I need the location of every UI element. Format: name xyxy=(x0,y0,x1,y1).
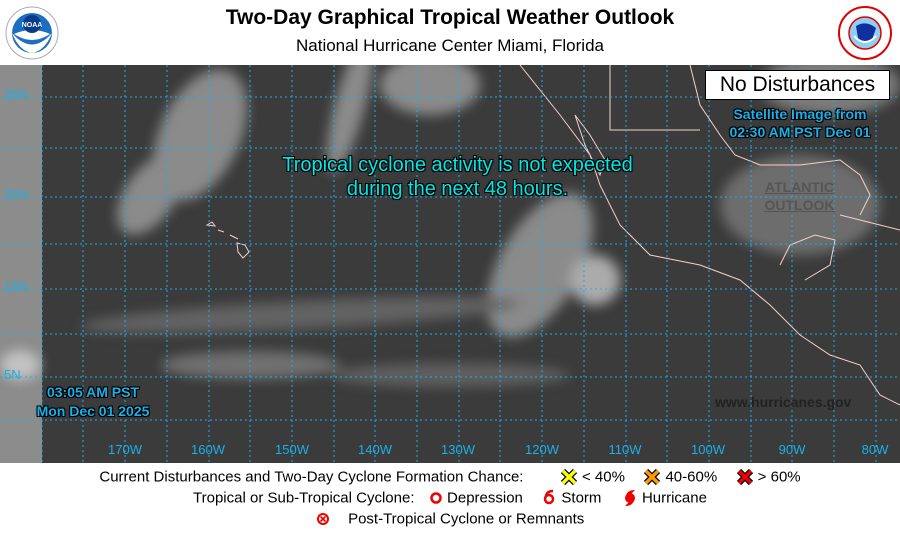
lon-label-90w: 90W xyxy=(778,442,806,457)
legend-low-chance: < 40% xyxy=(581,468,625,486)
noaa-logo: NOAA xyxy=(5,6,59,60)
red-x-icon xyxy=(736,468,753,486)
atlantic-line-2: OUTLOOK xyxy=(764,197,835,213)
legend-depression: Depression xyxy=(447,489,523,507)
lon-label-160w: 160W xyxy=(191,442,225,457)
outlook-message: Tropical cyclone activity is not expecte… xyxy=(250,153,665,201)
lat-label-5n: 5N xyxy=(4,367,21,382)
yellow-x-icon xyxy=(560,468,577,486)
atlantic-line-1: ATLANTIC xyxy=(765,179,834,195)
satellite-imagery xyxy=(0,65,900,463)
header: NOAA Two-Day Graphical Tropical Weather … xyxy=(0,0,900,65)
lon-label-170w: 170W xyxy=(108,442,142,457)
legend-disturbance-label: Current Disturbances and Two-Day Cyclone… xyxy=(99,468,524,486)
legend-post-tropical: Post-Tropical Cyclone or Remnants xyxy=(348,510,585,528)
legend-row-cyclones: Tropical or Sub-Tropical Cyclone: Depres… xyxy=(0,489,900,507)
off-disk-strip xyxy=(0,65,42,463)
storm-icon xyxy=(543,489,555,505)
atlantic-outlook-link[interactable]: ATLANTIC OUTLOOK xyxy=(752,178,847,214)
satellite-map: 35N 25N 15N 5N 170W 160W 150W 140W 130W … xyxy=(0,65,900,463)
lon-label-120w: 120W xyxy=(525,442,559,457)
legend-high-chance: > 60% xyxy=(757,468,801,486)
coastlines xyxy=(205,65,900,406)
orange-x-icon xyxy=(644,468,661,486)
website-watermark: www.hurricanes.gov xyxy=(715,394,852,410)
hurricane-icon xyxy=(624,490,635,507)
post-tropical-icon xyxy=(316,513,329,526)
legend-cyclone-label: Tropical or Sub-Tropical Cyclone: xyxy=(193,489,415,507)
satellite-line-1: Satellite Image from xyxy=(733,106,867,122)
satellite-time: Satellite Image from 02:30 AM PST Dec 01 xyxy=(700,105,900,141)
lon-label-140w: 140W xyxy=(358,442,392,457)
legend-medium-chance: 40-60% xyxy=(665,468,718,486)
lon-label-100w: 100W xyxy=(691,442,725,457)
satellite-line-2: 02:30 AM PST Dec 01 xyxy=(729,124,871,140)
legend-hurricane: Hurricane xyxy=(641,489,707,507)
issued-date-line: Mon Dec 01 2025 xyxy=(36,403,150,419)
lon-label-150w: 150W xyxy=(275,442,309,457)
issued-time: 03:05 AM PST Mon Dec 01 2025 xyxy=(28,383,158,421)
lon-label-110w: 110W xyxy=(608,442,642,457)
no-disturbances-box: No Disturbances xyxy=(705,70,890,100)
svg-text:NOAA: NOAA xyxy=(22,22,43,29)
issued-time-line: 03:05 AM PST xyxy=(46,384,140,400)
legend-row-post-tropical: Post-Tropical Cyclone or Remnants xyxy=(0,510,900,528)
legend-storm: Storm xyxy=(561,489,602,507)
lat-label-25n: 25N xyxy=(4,187,28,202)
lat-label-35n: 35N xyxy=(4,87,28,102)
legend-row-disturbances: Current Disturbances and Two-Day Cyclone… xyxy=(0,468,900,486)
lon-label-130w: 130W xyxy=(441,442,475,457)
lat-label-15n: 15N xyxy=(4,279,28,294)
page-subtitle: National Hurricane Center Miami, Florida xyxy=(295,36,604,55)
legend: Current Disturbances and Two-Day Cyclone… xyxy=(0,463,900,533)
nws-logo xyxy=(838,6,892,60)
message-line-1: Tropical cyclone activity is not expecte… xyxy=(282,154,633,176)
lon-label-80w: 80W xyxy=(861,442,889,457)
page-title: Two-Day Graphical Tropical Weather Outlo… xyxy=(225,6,675,29)
depression-icon xyxy=(430,492,442,504)
message-line-2: during the next 48 hours. xyxy=(346,178,569,200)
